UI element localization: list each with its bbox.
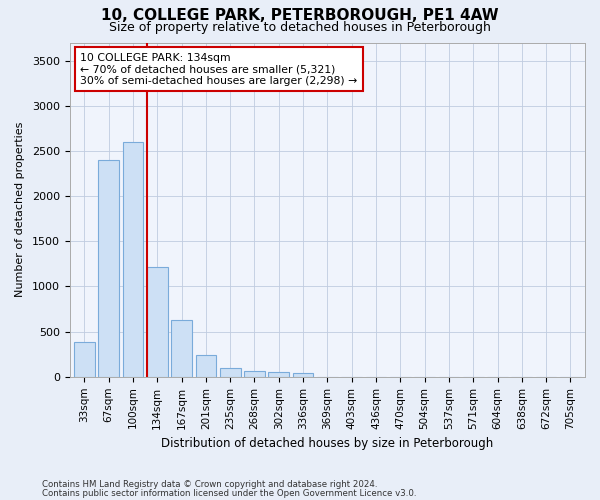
Y-axis label: Number of detached properties: Number of detached properties: [15, 122, 25, 298]
Bar: [196, 355, 216, 377]
Text: Size of property relative to detached houses in Peterborough: Size of property relative to detached ho…: [109, 21, 491, 34]
Bar: [147, 266, 167, 377]
Text: Contains HM Land Registry data © Crown copyright and database right 2024.: Contains HM Land Registry data © Crown c…: [42, 480, 377, 489]
Bar: [74, 342, 95, 377]
Bar: [122, 142, 143, 377]
Text: 10 COLLEGE PARK: 134sqm
← 70% of detached houses are smaller (5,321)
30% of semi: 10 COLLEGE PARK: 134sqm ← 70% of detache…: [80, 52, 358, 86]
X-axis label: Distribution of detached houses by size in Peterborough: Distribution of detached houses by size …: [161, 437, 494, 450]
Bar: [268, 372, 289, 377]
Bar: [98, 160, 119, 377]
Text: 10, COLLEGE PARK, PETERBOROUGH, PE1 4AW: 10, COLLEGE PARK, PETERBOROUGH, PE1 4AW: [101, 8, 499, 22]
Text: Contains public sector information licensed under the Open Government Licence v3: Contains public sector information licen…: [42, 488, 416, 498]
Bar: [293, 373, 313, 377]
Bar: [220, 368, 241, 377]
Bar: [171, 320, 192, 377]
Bar: [244, 372, 265, 377]
